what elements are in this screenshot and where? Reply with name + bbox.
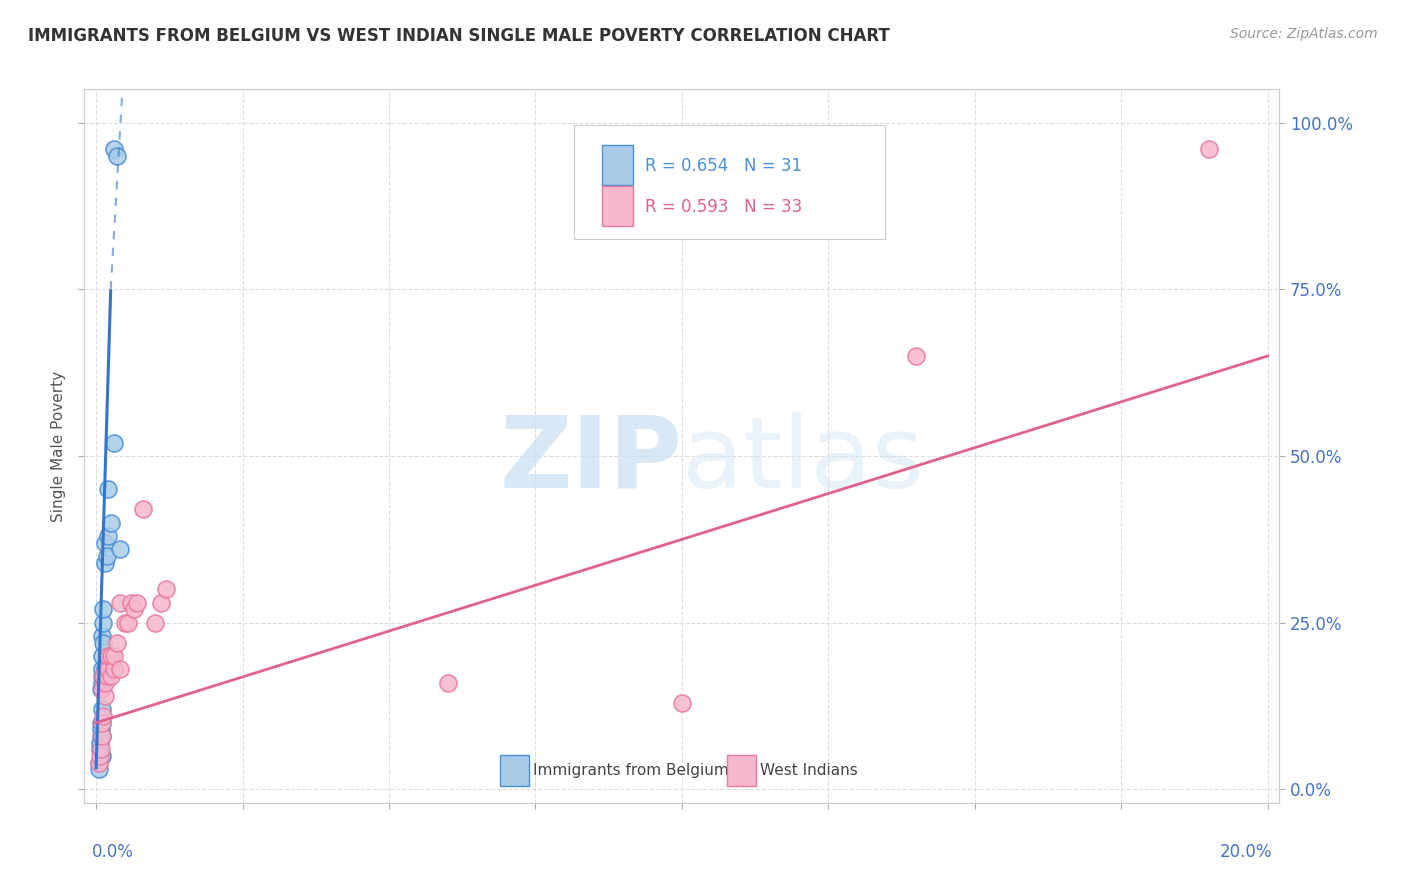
Point: [89, 736, 111, 750]
Text: 20.0%: 20.0%: [1220, 843, 1272, 861]
Point: [96, 549, 118, 563]
Point: [90, 742, 112, 756]
Point: [90, 729, 114, 743]
Point: [97, 649, 120, 664]
Point: [97, 529, 120, 543]
Point: [94, 662, 117, 676]
Point: [90, 682, 112, 697]
Text: atlas: atlas: [682, 412, 924, 508]
Text: 0.0%: 0.0%: [91, 843, 134, 861]
FancyBboxPatch shape: [575, 125, 886, 239]
Point: [90, 675, 114, 690]
Point: [105, 149, 128, 163]
Text: R = 0.654   N = 31: R = 0.654 N = 31: [645, 157, 801, 175]
Point: [91, 669, 114, 683]
Point: [96, 669, 118, 683]
Point: [87, 756, 110, 770]
Text: R = 0.593   N = 33: R = 0.593 N = 33: [645, 198, 801, 216]
Point: [90, 669, 114, 683]
Point: [117, 615, 139, 630]
Point: [103, 142, 125, 156]
Point: [108, 542, 131, 557]
Point: [100, 649, 122, 664]
Text: IMMIGRANTS FROM BELGIUM VS WEST INDIAN SINGLE MALE POVERTY CORRELATION CHART: IMMIGRANTS FROM BELGIUM VS WEST INDIAN S…: [28, 27, 890, 45]
FancyBboxPatch shape: [602, 145, 633, 185]
Point: [122, 602, 145, 616]
Text: Immigrants from Belgium: Immigrants from Belgium: [533, 764, 728, 778]
Point: [114, 615, 136, 630]
Point: [87, 756, 110, 770]
Point: [90, 715, 114, 730]
Point: [91, 602, 114, 616]
Point: [103, 435, 125, 450]
Point: [94, 689, 117, 703]
Point: [91, 709, 114, 723]
Text: Source: ZipAtlas.com: Source: ZipAtlas.com: [1230, 27, 1378, 41]
Point: [100, 669, 122, 683]
Point: [436, 675, 458, 690]
Point: [97, 483, 120, 497]
Point: [120, 596, 142, 610]
Point: [90, 729, 112, 743]
Point: [89, 749, 111, 764]
FancyBboxPatch shape: [602, 186, 633, 227]
Point: [105, 636, 128, 650]
Point: [90, 682, 114, 697]
Point: [90, 729, 114, 743]
Point: [90, 629, 114, 643]
Point: [90, 723, 112, 737]
Point: [905, 349, 928, 363]
Point: [90, 749, 114, 764]
Point: [90, 649, 114, 664]
Point: [94, 675, 117, 690]
Point: [103, 662, 125, 676]
Point: [91, 636, 114, 650]
Point: [90, 715, 114, 730]
Point: [132, 502, 155, 516]
Point: [100, 516, 122, 530]
Point: [671, 696, 693, 710]
FancyBboxPatch shape: [501, 755, 529, 787]
Point: [149, 596, 172, 610]
Point: [94, 535, 117, 549]
Point: [108, 662, 131, 676]
Point: [143, 615, 166, 630]
Point: [91, 615, 114, 630]
Point: [155, 582, 177, 597]
Text: West Indians: West Indians: [759, 764, 858, 778]
Point: [127, 596, 149, 610]
Point: [87, 763, 110, 777]
Point: [90, 662, 114, 676]
Point: [108, 596, 131, 610]
Point: [90, 702, 114, 716]
Point: [1198, 142, 1220, 156]
Point: [90, 715, 112, 730]
Point: [89, 742, 111, 756]
Point: [94, 556, 117, 570]
Y-axis label: Single Male Poverty: Single Male Poverty: [51, 370, 66, 522]
Point: [97, 662, 120, 676]
FancyBboxPatch shape: [727, 755, 756, 787]
Text: ZIP: ZIP: [499, 412, 682, 508]
Point: [103, 649, 125, 664]
